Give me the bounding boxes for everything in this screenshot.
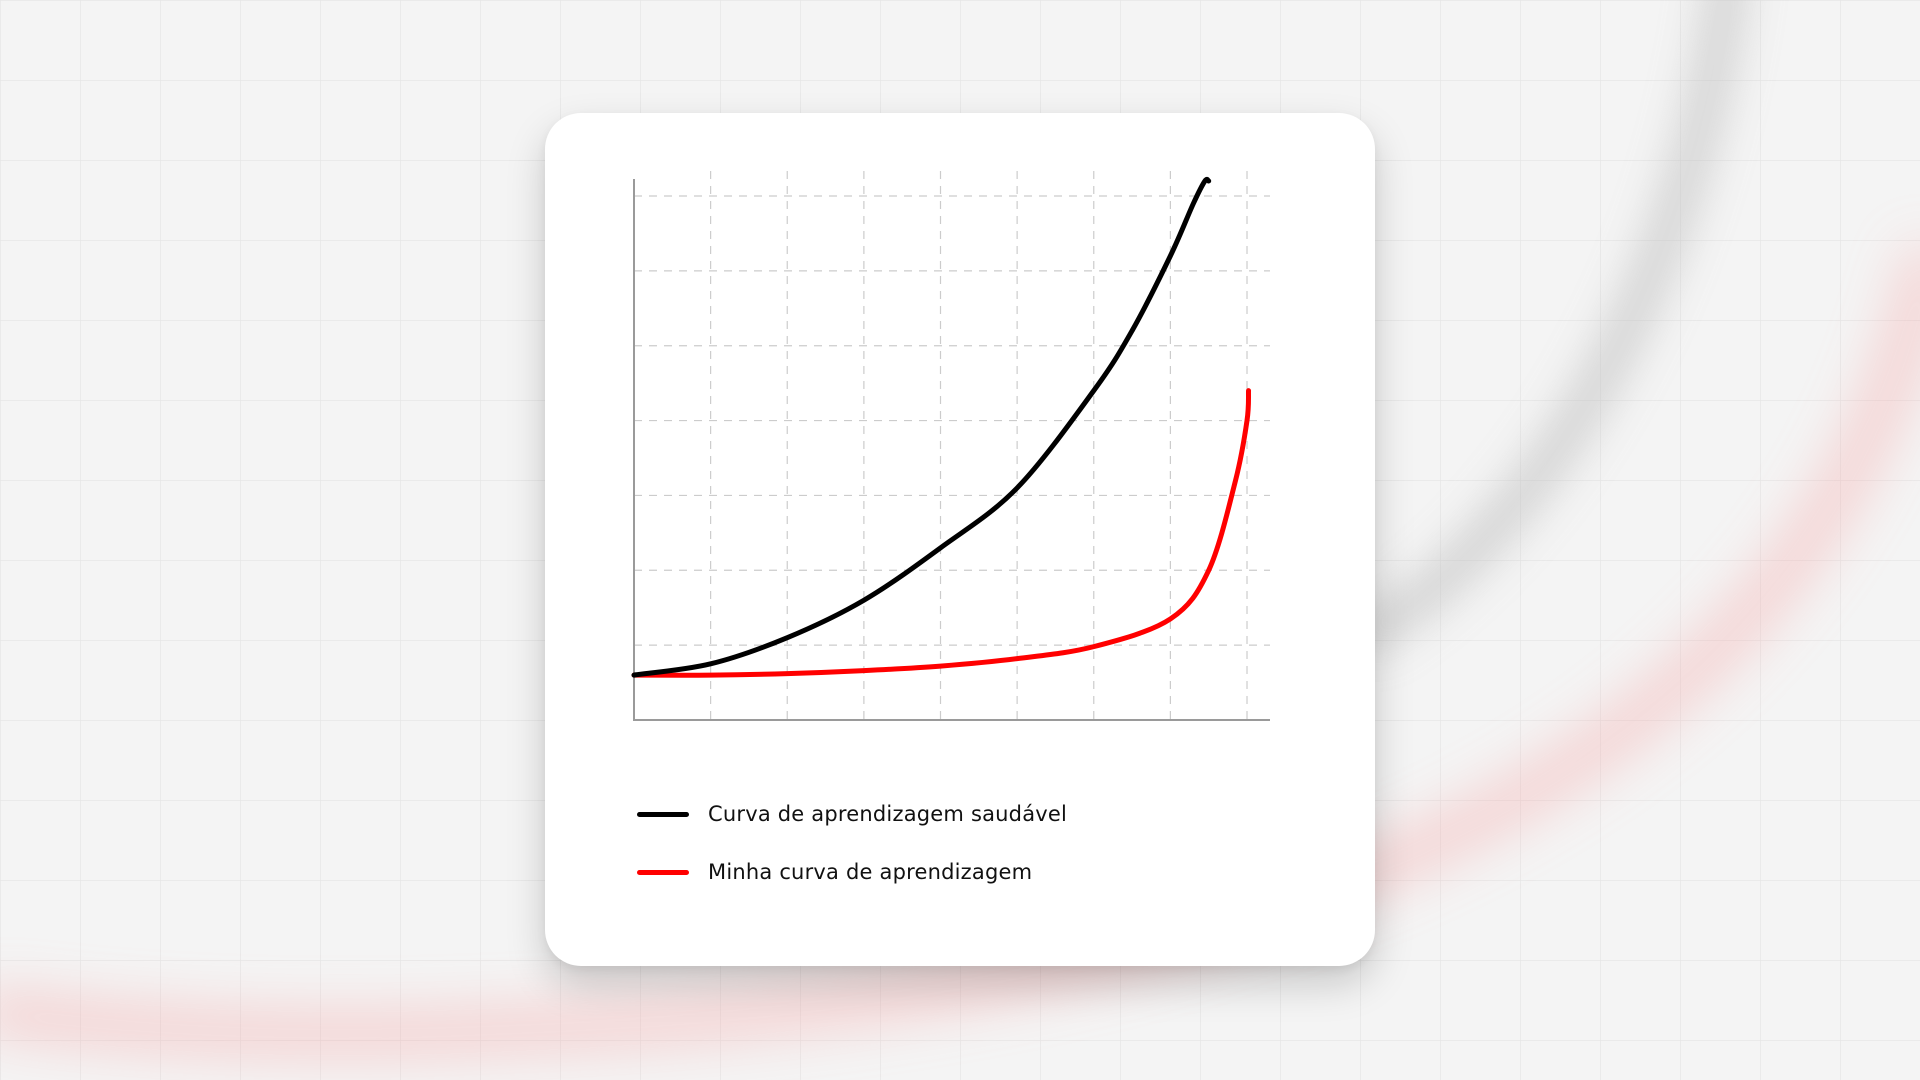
chart-axes: [633, 179, 1270, 721]
grid-lines: [634, 171, 1270, 720]
chart-series: [631, 176, 1252, 678]
legend-item-my-curve: Minha curva de aprendizagem: [637, 843, 1067, 901]
learning-curve-chart: [631, 171, 1270, 721]
legend-label-my-curve: Minha curva de aprendizagem: [708, 860, 1033, 884]
series-line-healthy-curve: [631, 176, 1212, 678]
legend-swatch-my-curve: [637, 869, 689, 875]
legend-label-healthy-curve: Curva de aprendizagem saudável: [708, 802, 1068, 826]
chart-card: Curva de aprendizagem saudável Minha cur…: [545, 113, 1375, 966]
legend-swatch-healthy-curve: [637, 811, 689, 817]
legend-item-healthy-curve: Curva de aprendizagem saudável: [637, 785, 1067, 843]
chart-legend: Curva de aprendizagem saudável Minha cur…: [637, 785, 1067, 901]
series-line-my-curve: [631, 388, 1252, 678]
